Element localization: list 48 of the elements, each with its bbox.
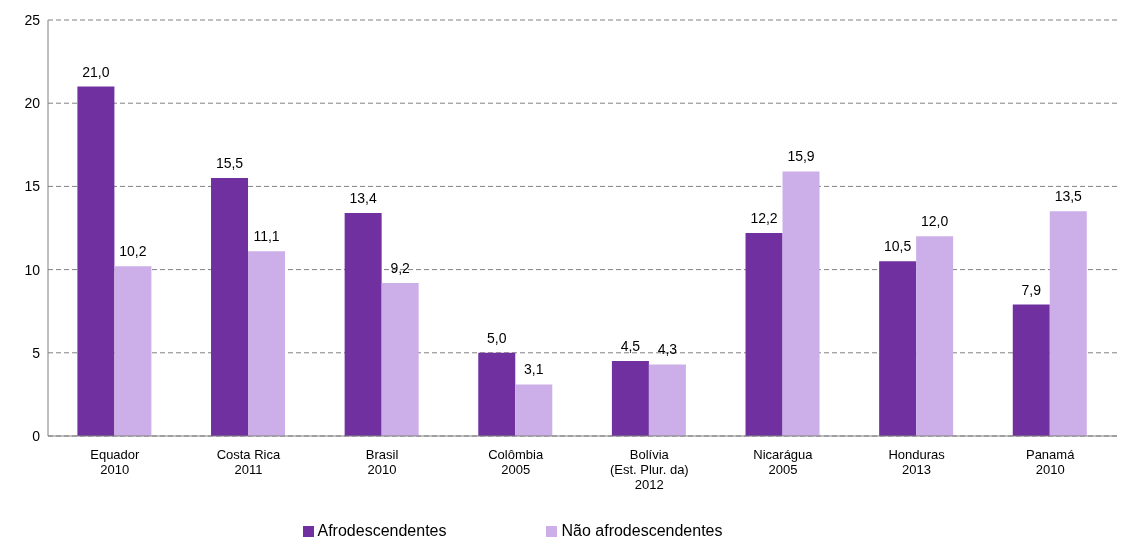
bar: [344, 213, 382, 436]
bar: [879, 261, 917, 436]
y-tick-label: 25: [24, 11, 41, 28]
bar: [1012, 304, 1050, 436]
bar: [916, 236, 954, 436]
bar: [478, 352, 516, 436]
data-label: 21,0: [82, 63, 110, 80]
data-label: 4,5: [620, 338, 641, 355]
y-tick-label: 15: [24, 178, 41, 195]
x-tick-label: Bolívia (Est. Plur. da) 2012: [609, 447, 689, 492]
bar: [114, 266, 152, 436]
data-label: 11,1: [253, 228, 280, 245]
data-label: 4,3: [657, 341, 678, 358]
data-label: 7,9: [1021, 281, 1042, 298]
y-tick-label: 5: [32, 344, 41, 361]
legend-label: Não afrodescendentes: [561, 522, 723, 539]
data-label: 3,1: [524, 361, 544, 378]
x-tick-label: Brasil 2010: [365, 447, 399, 477]
bar: [745, 232, 783, 436]
data-label: 9,2: [390, 259, 411, 276]
x-tick-label: Costa Rica 2011: [216, 447, 281, 477]
bar: [611, 361, 649, 436]
data-label: 13,4: [349, 190, 377, 207]
x-tick-label: Panamá 2010: [1025, 447, 1076, 477]
bar: [381, 282, 419, 436]
bar: [1049, 211, 1087, 436]
bar: [77, 86, 115, 436]
data-label: 15,5: [215, 155, 244, 172]
bar: [648, 364, 686, 436]
x-tick-label: Nicarágua 2005: [753, 447, 814, 477]
x-tick-label: Honduras 2013: [888, 447, 946, 477]
data-label: 10,5: [884, 238, 912, 255]
data-label: 5,0: [487, 329, 507, 346]
y-tick-label: 10: [24, 261, 41, 278]
bar: [515, 384, 553, 436]
legend-label: Afrodescendentes: [317, 522, 447, 539]
bar: [782, 171, 820, 436]
data-label: 13,5: [1054, 188, 1083, 205]
x-tick-label: Colômbia 2005: [488, 447, 544, 477]
x-tick-label: Equador 2010: [90, 447, 141, 477]
data-label: 10,2: [119, 243, 147, 260]
data-label: 12,2: [750, 209, 778, 226]
data-label: 15,9: [787, 148, 815, 165]
y-tick-label: 20: [24, 95, 41, 112]
bar: [248, 251, 286, 436]
y-tick-label: 0: [32, 427, 41, 444]
bar: [211, 178, 249, 436]
data-label: 12,0: [921, 213, 949, 230]
